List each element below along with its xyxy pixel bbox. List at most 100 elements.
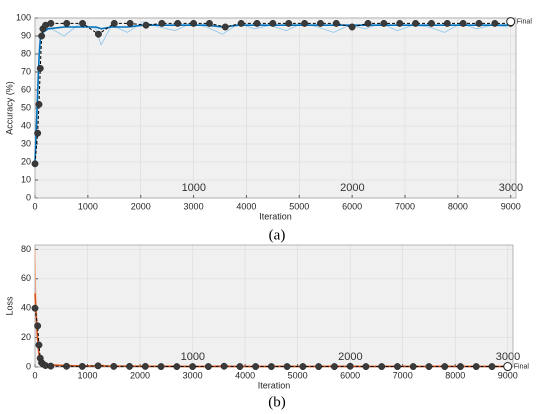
validation-point [330,363,338,371]
validation-point [301,19,309,27]
y-tick-label: 80 [21,244,31,254]
validation-point [35,100,43,108]
validation-point [396,19,404,27]
y-tick-label: 10 [21,174,31,184]
validation-point [267,363,275,371]
validation-point [36,64,44,72]
caption: (b) [268,394,286,410]
x-tick-label: 5000 [289,201,309,211]
validation-point [110,362,118,370]
validation-point [126,19,134,27]
x-tick-label: 1000 [78,370,98,380]
y-tick-label: 40 [21,303,31,313]
validation-point [285,19,293,27]
validation-point [47,19,55,27]
x-tick-label: 4000 [236,201,256,211]
x-axis-label: Iteration [259,211,292,221]
y-tick-label: 70 [21,66,31,76]
y-tick-label: 20 [21,156,31,166]
validation-point [412,19,420,27]
validation-point [157,363,165,371]
validation-point [79,19,87,27]
epoch-label: 3000 [496,351,520,363]
final-point [503,362,513,372]
epoch-label: 1000 [181,351,205,363]
final-label: Final [514,363,530,370]
y-tick-label: 20 [21,332,31,342]
y-tick-label: 60 [21,84,31,94]
chart-panel: 0 1000 2000 3000 4000 5000 6000 7000 8000 9000 0 10… [4,12,532,243]
y-axis-label: Loss [4,296,14,316]
x-tick-label: 8000 [448,201,468,211]
y-tick-label: 80 [21,48,31,58]
validation-point [364,19,372,27]
x-tick-label: 3000 [184,201,204,211]
y-tick-label: 100 [16,12,31,22]
validation-point [190,19,198,27]
validation-point [380,19,388,27]
x-tick-label: 9000 [498,370,518,380]
validation-point [378,363,386,371]
validation-point [34,129,42,137]
x-tick-label: 7000 [393,370,413,380]
validation-point [316,19,324,27]
validation-point [443,19,451,27]
x-tick-label: 8000 [445,370,465,380]
validation-point [158,19,166,27]
validation-point [94,30,102,38]
validation-point [141,362,149,370]
y-tick-label: 0 [26,192,31,202]
validation-point [174,19,182,27]
validation-point [346,362,354,370]
epoch-label: 2000 [338,351,362,363]
validation-point [348,23,356,31]
validation-point [409,363,417,371]
validation-point [459,19,467,27]
x-axis-label: Iteration [258,380,291,390]
x-tick-label: 0 [32,201,37,211]
validation-point [475,19,483,27]
caption: (a) [269,227,286,243]
plot-area [35,245,513,367]
x-tick-label: 6000 [342,201,362,211]
validation-point [126,362,133,370]
validation-point [237,19,245,27]
validation-point [142,21,150,29]
x-tick-label: 4000 [235,370,255,380]
y-axis-label: Accuracy (%) [4,81,14,135]
validation-point [34,322,42,330]
epoch-label: 2000 [340,182,364,194]
validation-point [362,363,370,371]
x-tick-label: 7000 [395,201,415,211]
y-tick-label: 30 [21,138,31,148]
validation-point [472,363,480,371]
validation-point [110,19,118,27]
y-tick-label: 0 [26,361,31,371]
x-tick-label: 2000 [131,201,151,211]
x-tick-label: 0 [32,370,37,380]
x-tick-label: 6000 [340,370,360,380]
validation-point [78,362,86,370]
validation-point [315,363,323,371]
y-tick-label: 40 [21,120,31,130]
validation-point [173,363,181,371]
x-tick-label: 2000 [130,370,150,380]
validation-point [189,363,197,371]
validation-point [94,362,102,370]
validation-point [252,363,260,371]
y-tick-label: 50 [21,102,31,112]
y-tick-label: 60 [21,273,31,283]
validation-point [441,363,449,371]
validation-point [220,362,228,370]
validation-point [63,362,70,370]
validation-point [253,19,261,27]
validation-point [491,19,499,27]
validation-point [221,23,229,31]
validation-point [236,363,244,371]
validation-point [204,363,212,371]
validation-point [457,363,464,371]
validation-point [205,19,213,27]
validation-point [488,363,496,371]
epoch-label: 1000 [182,182,206,194]
x-tick-label: 3000 [183,370,203,380]
